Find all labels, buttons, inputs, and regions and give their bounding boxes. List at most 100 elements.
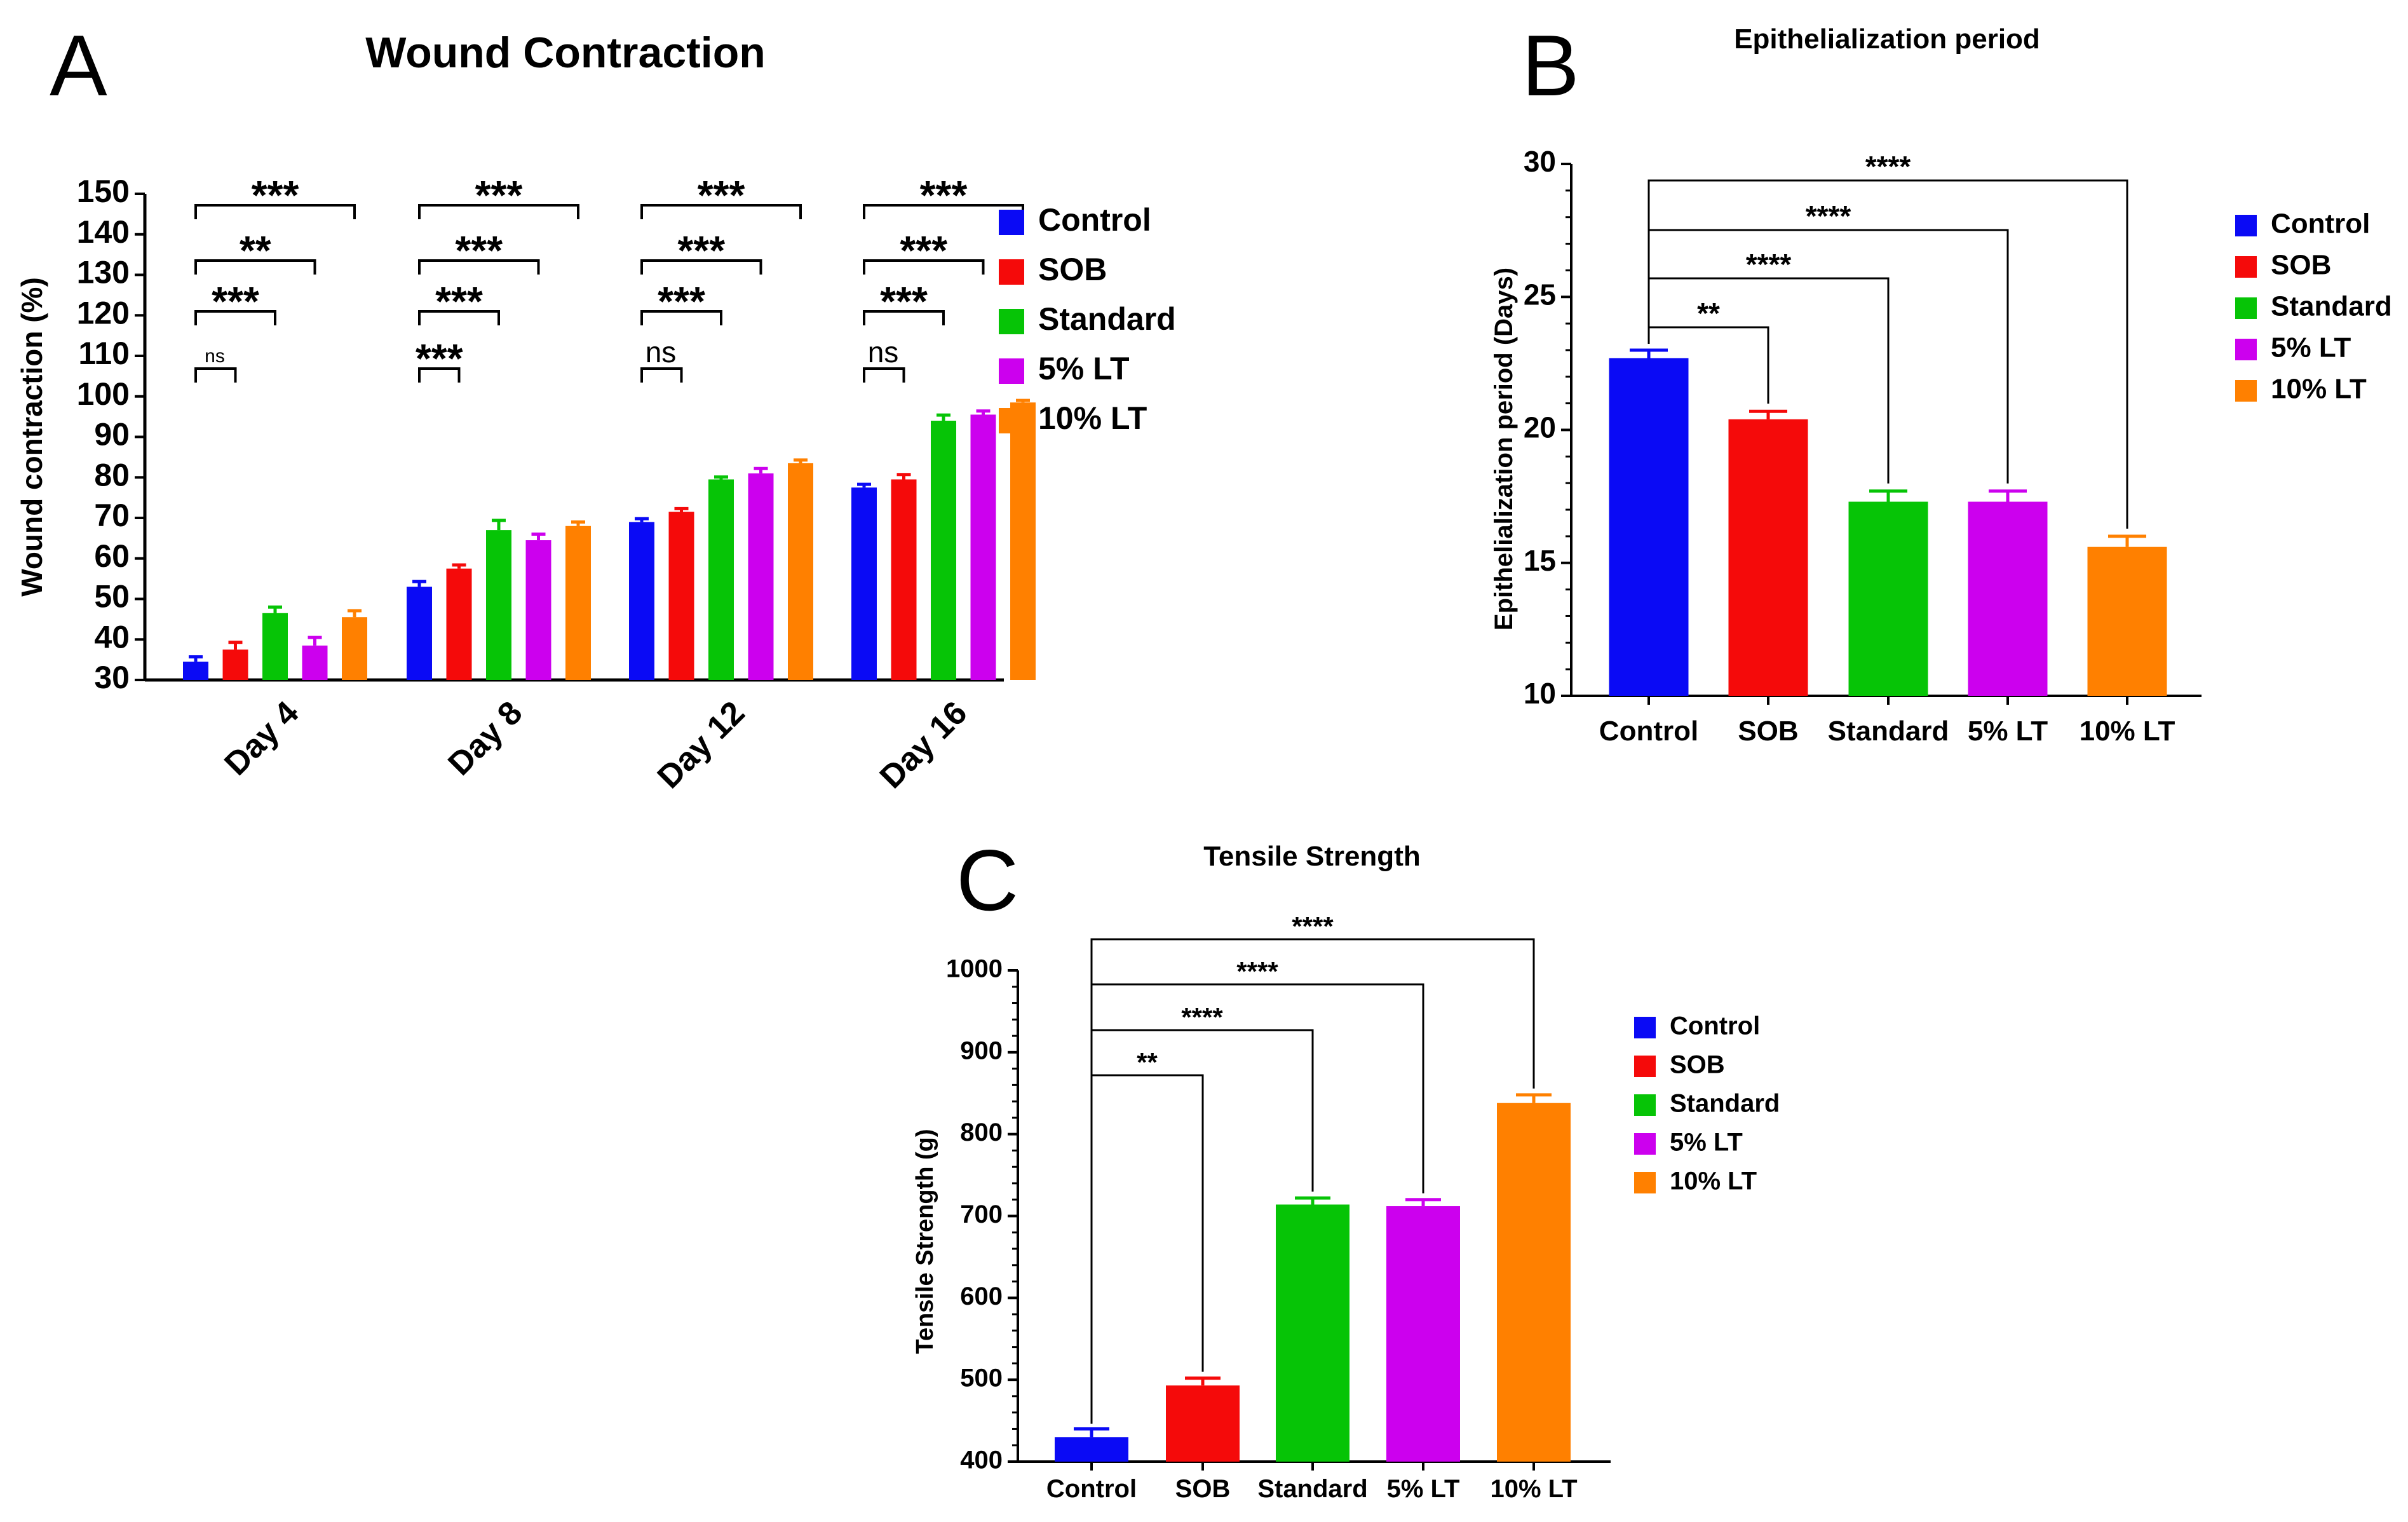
error-bar-a-day-8-10pct-lt [571,520,585,526]
y-tick-label-a-80: 80 [94,457,130,493]
c-legend-swatch-sob [1634,1056,1656,1077]
sig-bracket-a-day-4-5pct-lt [194,259,316,275]
sig-label-a-day-16-5pct-lt: *** [900,228,947,273]
y-tick-label-a-150: 150 [77,173,130,209]
sig-bracket-a-day-4-standard [194,310,276,325]
panel-a-wound-contraction: A Wound Contraction Wound contraction (%) 3… [15,17,1176,796]
sig-bracket-a-day-12-10pct-lt [640,204,802,219]
b-legend-label-control: Control [2271,208,2370,240]
sig-label-a-day-4-10pct-lt: *** [252,172,299,218]
error-bar-a-day-4-5pct-lt [308,635,322,646]
y-tick-label-c-600: 600 [960,1282,1003,1310]
bar-a-day-8-10pct-lt [565,526,591,680]
error-bar-a-day-8-standard [492,519,506,531]
bar-b-5pct-lt [1968,501,2048,696]
y-tick-label-a-120: 120 [77,295,130,330]
y-tick-label-a-50: 50 [94,579,130,615]
error-bar-b-standard [1869,489,1907,502]
b-legend-swatch-10pct-lt [2235,380,2257,402]
b-legend-label-sob: SOB [2271,250,2331,281]
x-tick-label-c-sob: SOB [1175,1475,1231,1503]
bar-a-day-16-5pct-lt [970,414,996,680]
y-tick-label-c-400: 400 [960,1446,1003,1474]
y-tick-label-a-90: 90 [94,417,130,452]
x-tick-label-b-control: Control [1599,716,1698,747]
bar-a-day-12-control [629,522,654,680]
sig-bracket-a-day-8-standard [418,310,500,325]
c-legend-swatch-standard [1634,1094,1656,1116]
panel-label-b: B [1522,17,1579,114]
chart-title-b: Epithelialization period [1734,24,2040,55]
sig-label-a-day-12-standard: *** [658,278,705,324]
sig-label-c-sob: ** [1137,1047,1158,1077]
y-tick-label-a-140: 140 [77,214,130,250]
sig-label-b-5pct-lt: **** [1806,200,1851,233]
b-legend-label-10pct-lt: 10% LT [2271,374,2367,405]
y-tick-label-b-25: 25 [1524,278,1556,311]
x-tick-label-a-day-4: Day 4 [217,694,306,782]
sig-label-a-day-8-standard: *** [435,278,483,324]
x-tick-label-c-control: Control [1046,1475,1137,1503]
y-tick-label-a-110: 110 [78,336,130,371]
bar-c-5pct-lt [1386,1206,1460,1462]
error-bar-c-10pct-lt [1516,1093,1552,1103]
c-legend-swatch-10pct-lt [1634,1172,1656,1193]
sig-bracket-a-day-16-5pct-lt [863,259,985,275]
a-legend-label-standard: Standard [1038,301,1176,337]
sig-bracket-a-day-8-sob [418,367,461,383]
bar-a-day-16-standard [931,421,956,680]
error-bar-b-5pct-lt [1989,489,2027,502]
sig-label-a-day-12-sob: ns [646,336,677,369]
y-tick-label-a-60: 60 [94,538,130,574]
b-legend-swatch-control [2235,215,2257,236]
y-tick-label-a-40: 40 [94,619,130,655]
error-bar-a-day-12-5pct-lt [754,466,768,473]
sig-label-c-standard: **** [1181,1002,1223,1032]
error-bar-a-day-8-sob [452,563,466,569]
bar-a-day-4-sob [222,649,248,680]
bar-a-day-4-control [183,662,208,680]
x-tick-label-b-5pct-lt: 5% LT [1968,716,2048,747]
b-legend-swatch-standard [2235,297,2257,319]
sig-label-a-day-16-10pct-lt: *** [920,172,968,218]
x-tick-label-c-5pct-lt: 5% LT [1387,1475,1460,1503]
y-tick-label-a-130: 130 [77,255,130,290]
error-bar-a-day-16-control [857,482,871,488]
sig-label-c-5pct-lt: **** [1236,956,1278,986]
sig-bracket-a-day-4-sob [194,367,237,383]
bar-a-day-8-sob [446,568,472,680]
bar-b-standard [1848,501,1928,696]
a-legend-label-sob: SOB [1038,252,1107,287]
x-tick-label-a-day-12: Day 12 [651,694,752,796]
sig-bracket-a-day-4-10pct-lt [194,204,356,219]
panel-b-epithelialization: B Epithelialization period Epithelializati… [1490,17,2392,747]
error-bar-a-day-12-10pct-lt [794,458,808,463]
x-tick-label-b-standard: Standard [1828,716,1949,747]
error-bar-a-day-8-5pct-lt [531,533,546,541]
x-tick-label-c-10pct-lt: 10% LT [1490,1475,1577,1503]
error-bar-b-10pct-lt [2108,534,2146,547]
error-bar-a-day-12-sob [674,506,689,512]
error-bar-b-control [1630,348,1668,358]
bar-a-day-12-5pct-lt [748,473,774,680]
sig-bracket-b-10pct-lt [1647,179,2128,529]
a-legend-swatch-sob [999,259,1024,285]
bar-b-10pct-lt [2087,547,2167,696]
bar-a-day-16-sob [891,479,917,680]
error-bar-a-day-16-sob [896,473,911,480]
bar-a-day-8-control [407,587,432,680]
bar-c-sob [1166,1385,1240,1462]
y-tick-label-b-10: 10 [1524,677,1556,710]
x-tick-label-b-sob: SOB [1738,716,1798,747]
x-tick-label-b-10pct-lt: 10% LT [2080,716,2175,747]
error-bar-a-day-16-standard [937,413,950,421]
sig-bracket-a-day-8-10pct-lt [418,204,579,219]
error-bar-c-control [1074,1427,1109,1437]
x-tick-label-a-day-8: Day 8 [441,694,529,782]
b-legend-label-5pct-lt: 5% LT [2271,332,2351,364]
a-legend-swatch-10pct-lt [999,408,1024,433]
bar-a-day-12-10pct-lt [788,463,813,680]
bar-a-day-8-5pct-lt [525,540,551,680]
panel-label-a: A [50,17,107,114]
sig-label-a-day-4-5pct-lt: ** [240,228,271,273]
